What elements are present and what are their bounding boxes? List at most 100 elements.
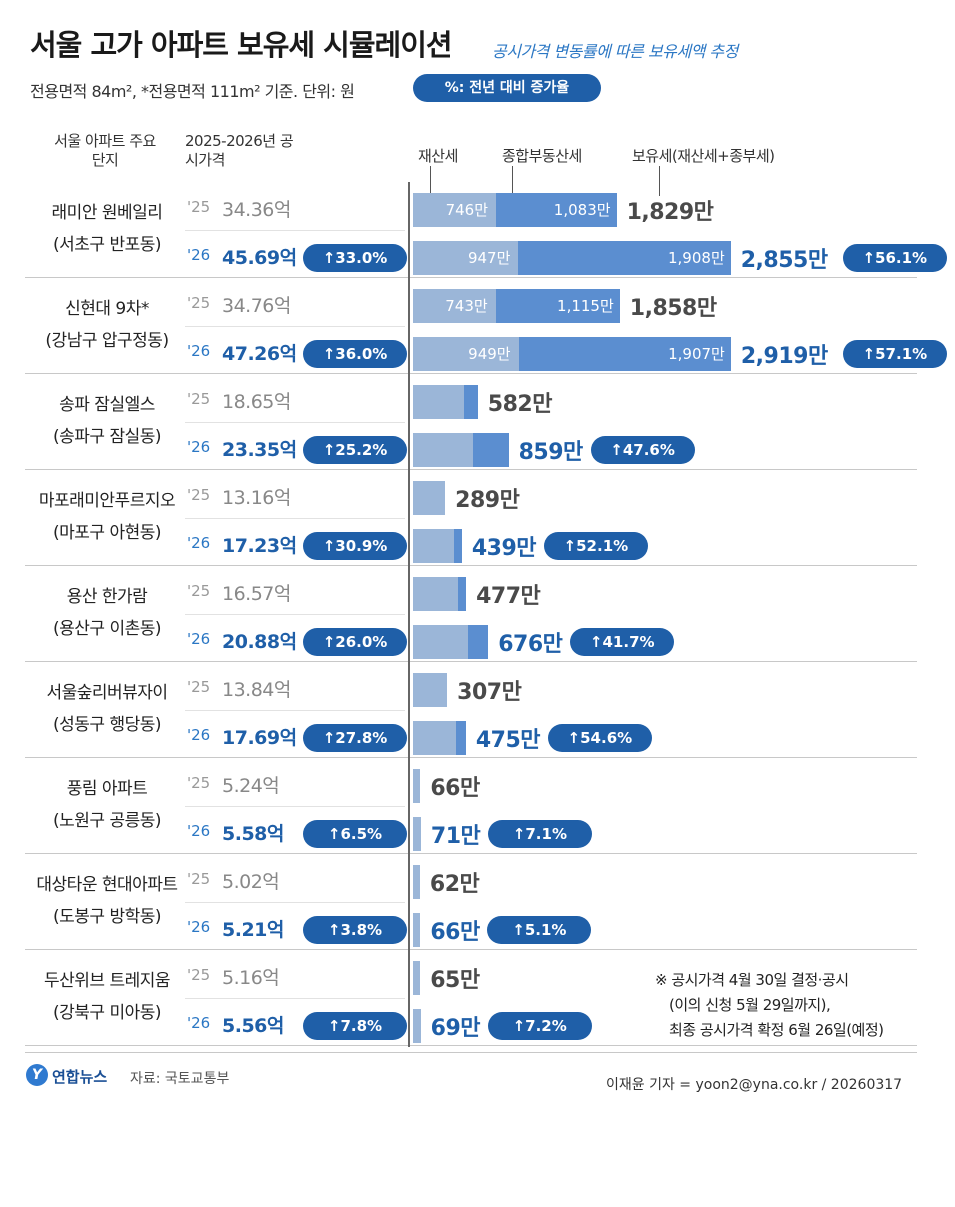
published-price: 17.23억 — [222, 535, 297, 557]
price-separator — [185, 902, 405, 903]
chart-subtitle: 공시가격 변동률에 따른 보유세액 추정 — [492, 42, 738, 61]
bar-property-tax — [413, 817, 421, 851]
tax-change-pill: ↑52.1% — [543, 532, 648, 560]
price-change-pill: ↑33.0% — [303, 244, 407, 272]
bar-property-tax — [413, 385, 465, 419]
bar-property-tax — [413, 913, 421, 947]
complex-name: 송파 잠실엘스 — [59, 395, 155, 415]
published-price: 5.02억 — [222, 871, 280, 893]
holding-tax-total: 65만 — [430, 968, 480, 993]
published-price: 13.16억 — [222, 487, 291, 509]
complex-name: 풍림 아파트 — [66, 779, 148, 799]
bar-property-tax — [413, 481, 446, 515]
percent-legend-pill: %: 전년 대비 증가율 — [413, 74, 601, 102]
bar-property-tax — [413, 433, 474, 467]
tax-change-pill: ↑7.2% — [487, 1012, 592, 1040]
row-separator — [25, 469, 917, 470]
bar-axis-line — [408, 182, 410, 1047]
price-change-pill: ↑25.2% — [303, 436, 407, 464]
holding-tax-total: 1,858만 — [629, 296, 717, 321]
tax-change-pill: ↑47.6% — [590, 436, 695, 464]
tax-change-pill: ↑56.1% — [842, 244, 947, 272]
complex-district: (성동구 행당동) — [52, 715, 162, 735]
row-separator — [25, 373, 917, 374]
bar-property-tax — [413, 529, 455, 563]
year-label: '25 — [187, 582, 211, 600]
bar-comprehensive-tax: 1,907만 — [518, 337, 731, 371]
complex-district: (송파구 잠실동) — [52, 427, 162, 447]
year-label: '26 — [187, 438, 211, 456]
published-price: 45.69억 — [222, 247, 297, 269]
bar-property-tax — [413, 673, 448, 707]
bar-property-tax: 949만 — [413, 337, 519, 371]
complex-district: (강남구 압구정동) — [45, 331, 169, 351]
price-change-pill: ↑7.8% — [303, 1012, 407, 1040]
price-separator — [185, 710, 405, 711]
footnote-line: (이의 신청 5월 29일까지), — [669, 996, 831, 1014]
price-change-pill: ↑30.9% — [303, 532, 407, 560]
year-label: '26 — [187, 726, 211, 744]
year-label: '25 — [187, 678, 211, 696]
yonhap-logo-icon: Y — [26, 1064, 48, 1086]
year-label: '25 — [187, 774, 211, 792]
legend-leader-line — [430, 166, 431, 196]
price-separator — [185, 422, 405, 423]
bar-property-tax — [413, 721, 457, 755]
row-separator — [25, 1045, 917, 1046]
row-separator — [25, 661, 917, 662]
price-separator — [185, 806, 405, 807]
tax-change-pill: ↑41.7% — [570, 628, 675, 656]
holding-tax-total: 71만 — [430, 824, 481, 849]
published-price: 5.21억 — [222, 919, 284, 941]
price-change-pill: ↑27.8% — [303, 724, 407, 752]
complex-name: 신현대 9차* — [65, 299, 149, 319]
year-label: '26 — [187, 534, 211, 552]
footnote-line: 최종 공시가격 확정 6월 26일(예정) — [669, 1021, 884, 1039]
complex-district: (강북구 미아동) — [52, 1003, 162, 1023]
column-header-price: 2025-2026년 공시가격 — [185, 132, 294, 169]
holding-tax-total: 582만 — [487, 392, 553, 417]
price-change-pill: ↑26.0% — [303, 628, 407, 656]
logo-text: 연합뉴스 — [52, 1068, 108, 1086]
price-separator — [185, 998, 405, 999]
bar-property-tax — [413, 1009, 421, 1043]
published-price: 13.84억 — [222, 679, 291, 701]
bar-comprehensive-tax — [457, 577, 467, 611]
published-price: 17.69억 — [222, 727, 297, 749]
holding-tax-total: 307만 — [457, 680, 522, 705]
bar-comprehensive-tax — [454, 529, 462, 563]
holding-tax-total: 676만 — [498, 632, 563, 657]
year-label: '25 — [187, 198, 211, 216]
year-label: '26 — [187, 1014, 211, 1032]
row-separator — [25, 853, 917, 854]
complex-district: (서초구 반포동) — [52, 235, 162, 255]
year-label: '26 — [187, 822, 211, 840]
published-price: 34.36억 — [222, 199, 291, 221]
source-note: 자료: 국토교통부 — [130, 1071, 230, 1087]
unit-note: 전용면적 84m², *전용면적 111m² 기준. 단위: 원 — [30, 82, 355, 101]
complex-name: 마포래미안푸르지오 — [38, 491, 176, 511]
published-price: 16.57억 — [222, 583, 291, 605]
tax-change-pill: ↑57.1% — [842, 340, 947, 368]
year-label: '26 — [187, 246, 211, 264]
price-change-pill: ↑36.0% — [303, 340, 407, 368]
tax-change-pill: ↑54.6% — [547, 724, 652, 752]
price-change-pill: ↑3.8% — [303, 916, 407, 944]
year-label: '26 — [187, 918, 211, 936]
complex-name: 대상타운 현대아파트 — [36, 875, 178, 895]
tax-change-pill: ↑7.1% — [487, 820, 592, 848]
year-label: '26 — [187, 342, 211, 360]
complex-district: (노원구 공릉동) — [52, 811, 162, 831]
bar-comprehensive-tax — [456, 721, 466, 755]
complex-name: 용산 한가람 — [66, 587, 148, 607]
bar-property-tax — [413, 577, 458, 611]
published-price: 5.16억 — [222, 967, 280, 989]
year-label: '25 — [187, 486, 211, 504]
year-label: '25 — [187, 870, 211, 888]
credit-note: 이재윤 기자 = yoon2@yna.co.kr / 20260317 — [606, 1077, 903, 1093]
published-price: 47.26억 — [222, 343, 297, 365]
legend-leader-line — [512, 166, 513, 196]
bar-comprehensive-tax: 1,115만 — [495, 289, 620, 323]
footnote: ※ 공시가격 4월 30일 결정·공시 (이의 신청 5월 29일까지), 최종… — [655, 968, 884, 1043]
holding-tax-total: 66만 — [430, 776, 480, 801]
